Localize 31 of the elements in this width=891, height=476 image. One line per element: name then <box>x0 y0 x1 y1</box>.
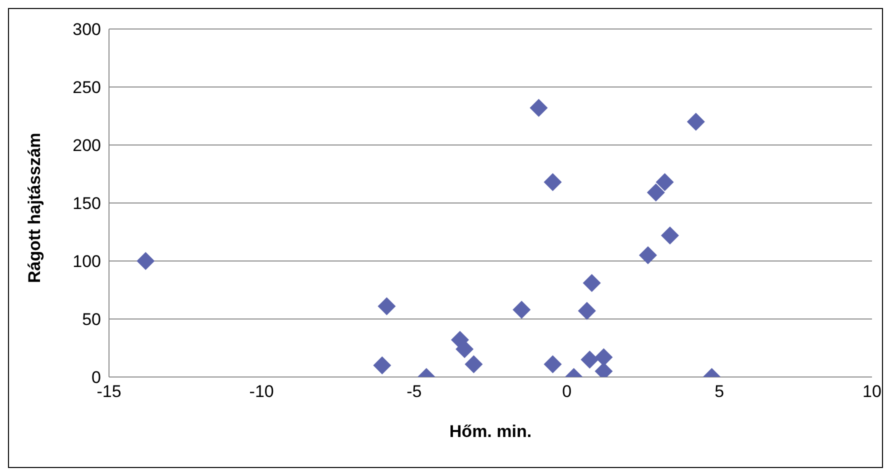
y-tick-label: 100 <box>72 252 101 272</box>
point <box>578 302 596 320</box>
point <box>378 297 396 316</box>
y-tick-label: 250 <box>72 78 101 98</box>
point <box>464 355 483 374</box>
point <box>594 348 613 366</box>
point <box>660 226 679 244</box>
y-tick-label: 50 <box>82 310 101 330</box>
point <box>646 184 665 202</box>
x-tick-label: 10 <box>862 382 882 402</box>
y-tick-label: 300 <box>72 20 101 40</box>
point <box>638 246 657 264</box>
point <box>456 340 474 358</box>
y-axis-title: Rágott hajtásszám <box>25 132 44 283</box>
point <box>373 356 392 374</box>
point <box>544 173 562 192</box>
x-tick-label: 0 <box>562 382 572 402</box>
y-tick-label: 150 <box>72 194 101 214</box>
point <box>530 98 548 117</box>
x-tick-label: -5 <box>406 382 422 402</box>
point <box>544 355 562 374</box>
x-tick-label: -10 <box>249 382 274 402</box>
point <box>686 112 705 131</box>
point <box>582 274 601 292</box>
y-tick-label: 200 <box>72 136 101 156</box>
x-axis-title: Hőm. min. <box>449 422 532 441</box>
x-tick-label: 5 <box>714 382 724 402</box>
point <box>512 300 531 319</box>
point <box>136 252 155 270</box>
point <box>580 350 599 369</box>
point <box>656 173 674 192</box>
